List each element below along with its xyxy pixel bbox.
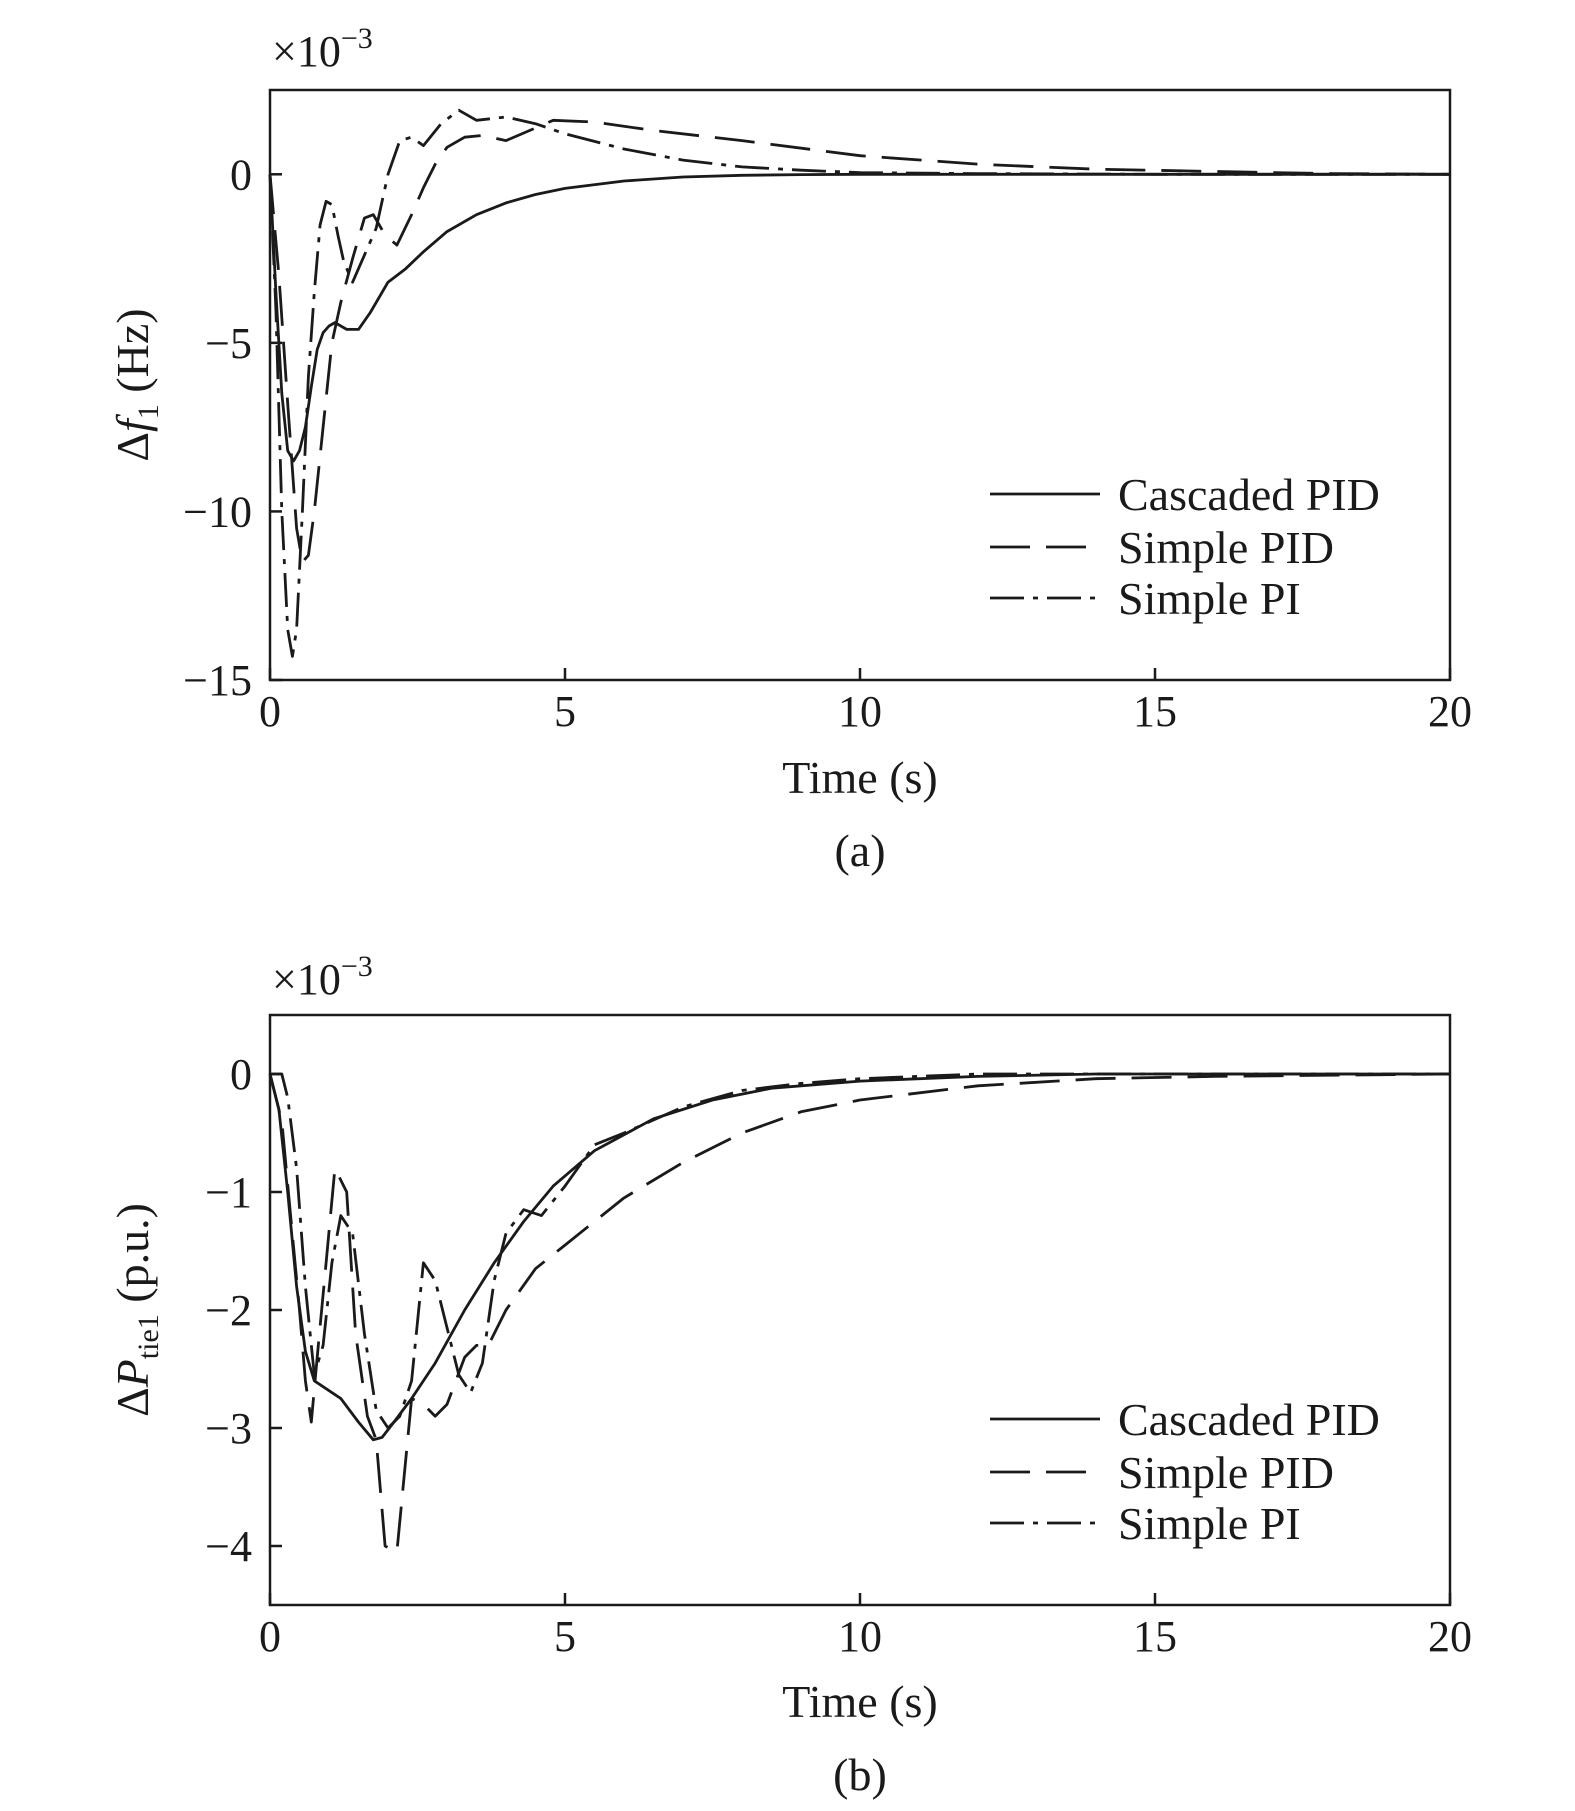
y-tick-label: −15	[183, 656, 252, 705]
x-tick-label: 5	[554, 687, 576, 736]
axis-ticks: 0 5 10 15 20 0 −5 −10 −15	[183, 150, 1472, 736]
x-tick-label: 0	[259, 1612, 281, 1661]
y-axis-label: ΔPtie1 (p.u.)	[107, 1203, 165, 1417]
panel-caption: (a)	[834, 825, 885, 876]
x-tick-label: 0	[259, 687, 281, 736]
legend: Cascaded PID Simple PID Simple PI	[990, 469, 1380, 624]
y-tick-label: −5	[205, 319, 252, 368]
series-lines	[268, 108, 1451, 658]
x-axis-label: Time (s)	[782, 1676, 938, 1727]
y-tick-label: −1	[205, 1168, 252, 1217]
chart-panel-a: 0 5 10 15 20 0 −5 −10 −15 ×10−3 Δf1 (Hz) Time (s…	[107, 22, 1472, 876]
series-line-cascaded-pid	[268, 172, 1450, 463]
y-tick-label: 0	[230, 1050, 252, 1099]
x-tick-label: 15	[1133, 1612, 1177, 1661]
y-tick-label: −4	[205, 1522, 252, 1571]
multiplier-label: ×10−3	[272, 950, 373, 1004]
axis-ticks: 0 5 10 15 20 0 −1 −2 −3 −4	[205, 1050, 1472, 1661]
panel-caption: (b)	[833, 1749, 887, 1800]
legend-label-cascaded-pid: Cascaded PID	[1118, 469, 1380, 520]
legend-label-simple-pid: Simple PID	[1118, 1447, 1334, 1498]
legend-label-simple-pid: Simple PID	[1118, 522, 1334, 573]
chart-panel-b: 0 5 10 15 20 0 −1 −2 −3 −4 ×10−3 ΔPtie1 (p.u.) Ti…	[107, 950, 1472, 1800]
series-line-simple-pi	[268, 108, 1450, 658]
x-tick-label: 20	[1428, 687, 1472, 736]
legend-label-simple-pi: Simple PI	[1118, 1498, 1301, 1549]
x-tick-label: 10	[838, 1612, 882, 1661]
y-tick-label: 0	[230, 150, 252, 199]
series-lines	[268, 1072, 1451, 1554]
legend-label-simple-pi: Simple PI	[1118, 573, 1301, 624]
x-tick-label: 15	[1133, 687, 1177, 736]
x-tick-label: 20	[1428, 1612, 1472, 1661]
y-tick-label: −2	[205, 1286, 252, 1335]
x-tick-label: 5	[554, 1612, 576, 1661]
y-axis-label: Δf1 (Hz)	[107, 308, 165, 461]
x-tick-label: 10	[838, 687, 882, 736]
series-line-simple-pid	[268, 118, 1451, 564]
y-tick-label: −3	[205, 1404, 252, 1453]
series-line-simple-pid	[268, 1072, 1451, 1554]
legend-label-cascaded-pid: Cascaded PID	[1118, 1394, 1380, 1445]
series-line-cascaded-pid	[268, 1072, 1450, 1442]
y-tick-label: −10	[183, 487, 252, 536]
x-axis-label: Time (s)	[782, 752, 938, 803]
series-line-simple-pi	[270, 1072, 1450, 1430]
multiplier-label: ×10−3	[272, 22, 373, 76]
legend: Cascaded PID Simple PID Simple PI	[990, 1394, 1380, 1549]
